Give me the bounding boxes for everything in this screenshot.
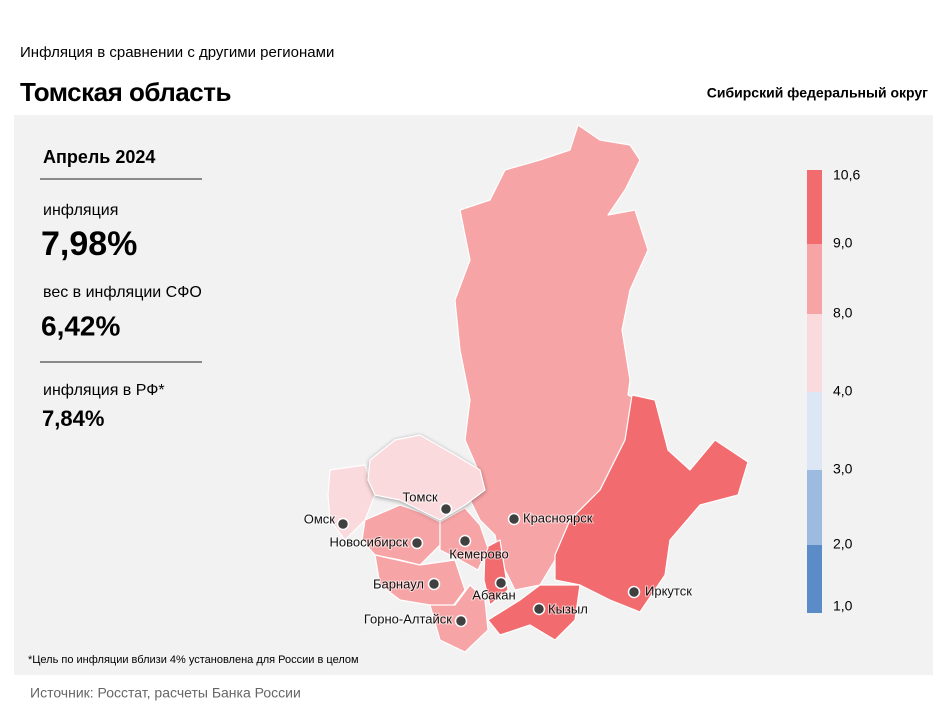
legend-label: 3,0: [833, 461, 853, 477]
city-dot: [454, 614, 468, 628]
city-label: Абакан: [472, 587, 515, 602]
legend-label: 9,0: [833, 235, 853, 251]
city-label: Томск: [402, 489, 438, 504]
legend-swatch: [807, 545, 822, 613]
subtitle: Инфляция в сравнении с другими регионами: [20, 44, 334, 61]
city-dot: [627, 585, 641, 599]
city-dot: [458, 534, 472, 548]
legend-swatch: [807, 170, 822, 244]
city-dot: [439, 502, 453, 516]
city-label: Кызыл: [548, 601, 588, 616]
map: Томск Красноярск Омск Новосибирск Кемеро…: [303, 124, 749, 653]
legend-swatch: [807, 314, 822, 392]
city-dot: [427, 577, 441, 591]
source: Источник: Росстат, расчеты Банка России: [30, 685, 301, 701]
inflation-value: 7,98%: [41, 225, 137, 263]
city-label: Барнаул: [373, 576, 424, 591]
region: [554, 394, 749, 613]
legend-label: 4,0: [833, 383, 853, 399]
weight-label: вес в инфляции СФО: [43, 284, 202, 301]
city-label: Новосибирск: [330, 534, 409, 549]
city-dot: [532, 602, 546, 616]
period: Апрель 2024: [43, 147, 155, 167]
legend-swatch: [807, 392, 822, 470]
footnote: *Цель по инфляции вблизи 4% установлена …: [28, 654, 359, 666]
district: Сибирский федеральный округ: [707, 85, 928, 101]
rf-value: 7,84%: [42, 406, 104, 431]
region: [367, 434, 486, 521]
legend-label: 10,6: [833, 167, 860, 183]
city-dot: [507, 512, 521, 526]
city-dot: [410, 536, 424, 550]
title: Томская область: [20, 77, 231, 107]
city-dot: [494, 576, 508, 590]
legend-label: 1,0: [833, 598, 853, 614]
city-label: Красноярск: [523, 510, 593, 525]
legend-swatch: [807, 244, 822, 314]
city-label: Горно-Алтайск: [364, 611, 452, 626]
weight-value: 6,42%: [41, 310, 120, 341]
inflation-label: инфляция: [43, 202, 118, 219]
city-label: Кемерово: [449, 546, 508, 561]
region: [361, 504, 441, 566]
legend-swatch: [807, 470, 822, 545]
city-dot: [336, 517, 350, 531]
city-label: Омск: [304, 511, 336, 526]
rf-label: инфляция в РФ*: [43, 382, 165, 399]
city-label: Иркутск: [645, 583, 692, 598]
legend-label: 2,0: [833, 536, 853, 552]
legend-label: 8,0: [833, 305, 853, 321]
legend: 10,6 9,0 8,0 4,0 3,0 2,0 1,0: [807, 167, 860, 614]
